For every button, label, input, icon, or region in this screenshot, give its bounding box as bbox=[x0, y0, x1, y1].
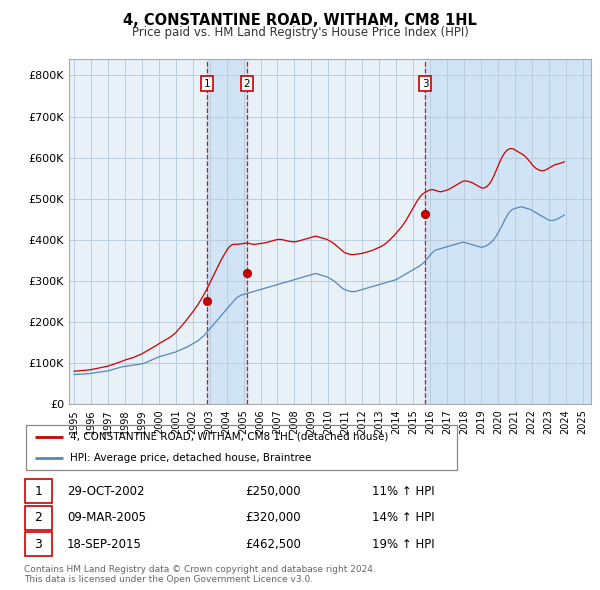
Text: 1: 1 bbox=[34, 485, 42, 498]
Bar bbox=[25, 506, 52, 530]
Text: 29-OCT-2002: 29-OCT-2002 bbox=[67, 485, 145, 498]
Text: 18-SEP-2015: 18-SEP-2015 bbox=[67, 537, 142, 550]
Text: HPI: Average price, detached house, Braintree: HPI: Average price, detached house, Brai… bbox=[70, 453, 311, 463]
Text: Contains HM Land Registry data © Crown copyright and database right 2024.
This d: Contains HM Land Registry data © Crown c… bbox=[24, 565, 376, 584]
Text: 14% ↑ HPI: 14% ↑ HPI bbox=[372, 511, 434, 525]
Bar bbox=[425, 59, 591, 404]
Text: 2: 2 bbox=[244, 78, 250, 88]
Text: £462,500: £462,500 bbox=[245, 537, 301, 550]
Bar bbox=[207, 59, 247, 404]
Text: 3: 3 bbox=[34, 537, 42, 550]
Text: 3: 3 bbox=[422, 78, 428, 88]
Text: 11% ↑ HPI: 11% ↑ HPI bbox=[372, 485, 434, 498]
Text: 19% ↑ HPI: 19% ↑ HPI bbox=[372, 537, 434, 550]
Text: 4, CONSTANTINE ROAD, WITHAM, CM8 1HL: 4, CONSTANTINE ROAD, WITHAM, CM8 1HL bbox=[123, 13, 477, 28]
Text: 2: 2 bbox=[34, 511, 42, 525]
Text: £250,000: £250,000 bbox=[245, 485, 301, 498]
Text: 4, CONSTANTINE ROAD, WITHAM, CM8 1HL (detached house): 4, CONSTANTINE ROAD, WITHAM, CM8 1HL (de… bbox=[70, 432, 388, 442]
Text: 09-MAR-2005: 09-MAR-2005 bbox=[67, 511, 146, 525]
Bar bbox=[25, 532, 52, 556]
Text: 1: 1 bbox=[203, 78, 210, 88]
Text: £320,000: £320,000 bbox=[245, 511, 301, 525]
Bar bbox=[25, 480, 52, 503]
Text: Price paid vs. HM Land Registry's House Price Index (HPI): Price paid vs. HM Land Registry's House … bbox=[131, 26, 469, 39]
